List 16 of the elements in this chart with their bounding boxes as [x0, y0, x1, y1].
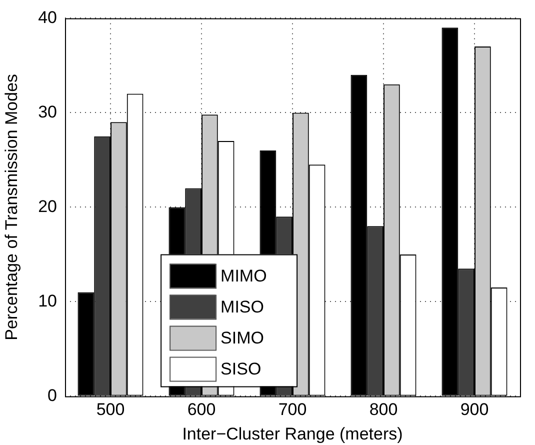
x-tick-label: 700: [278, 400, 307, 420]
x-axis-title: Inter−Cluster Range (meters): [182, 424, 403, 444]
legend-label: MISO: [220, 297, 264, 316]
y-tick-label: 20: [38, 196, 57, 216]
x-tick-label: 800: [369, 400, 398, 420]
y-tick-label: 40: [38, 8, 57, 27]
x-tick-label: 500: [96, 400, 125, 420]
y-axis-title: Percentage of Transmission Modes: [2, 74, 21, 340]
y-tick-label: 0: [48, 386, 57, 405]
x-tick-label: 900: [460, 400, 489, 420]
legend-label: SIMO: [220, 328, 264, 348]
y-tick-label: 30: [38, 102, 57, 122]
series-label: SISO: [220, 359, 262, 378]
legend-label: MIMO: [220, 266, 267, 286]
x-tick-label: 600: [187, 400, 216, 420]
y-tick-label: 10: [38, 291, 57, 310]
